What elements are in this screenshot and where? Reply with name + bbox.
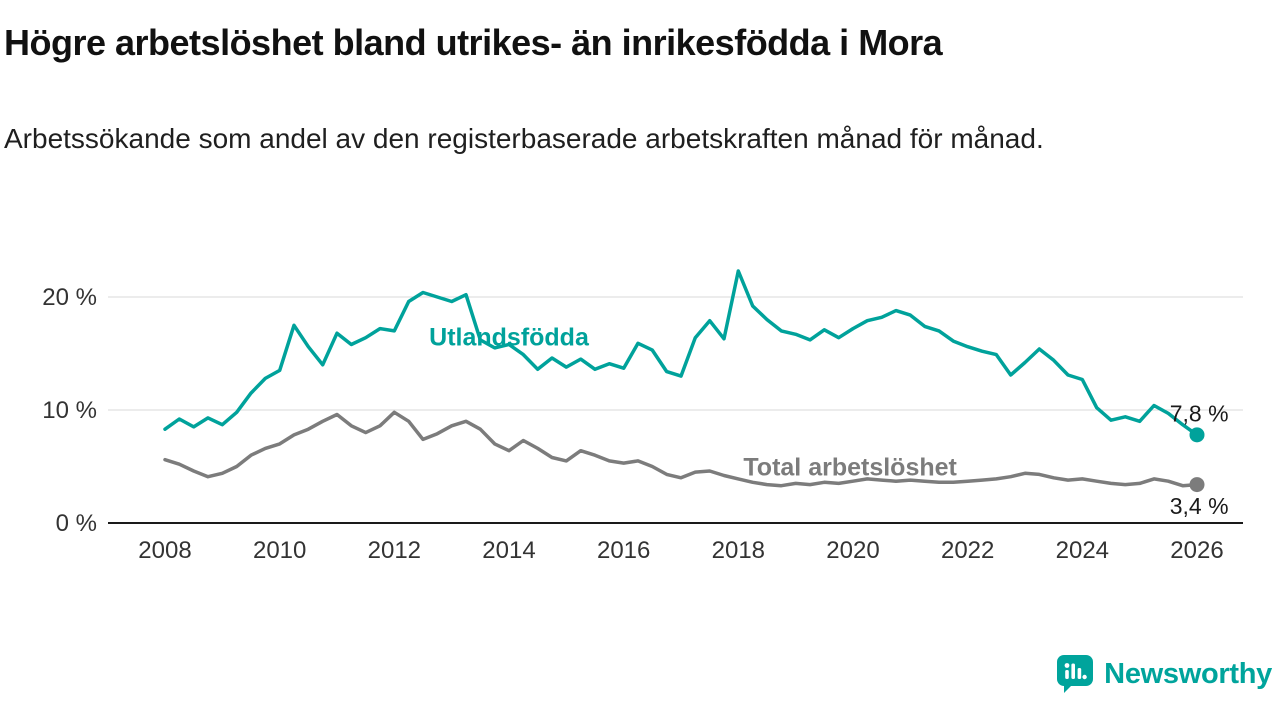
page-subtitle: Arbetssökande som andel av den registerb…	[4, 123, 1044, 154]
series-line-utlandsfodda	[163, 269, 1199, 437]
page-title: Högre arbetslöshet bland utrikes- än inr…	[4, 22, 943, 63]
series-end-dot-total	[1189, 477, 1205, 493]
logo-bar-1	[1065, 670, 1069, 679]
logo-bubble-tail	[1064, 684, 1074, 693]
newsworthy-logo-icon	[1057, 655, 1094, 693]
x-tick-label: 2022	[941, 537, 994, 564]
series-label-annotation-1: Total arbetslöshet	[743, 454, 957, 482]
newsworthy-logo-text: Newsworthy	[1104, 657, 1272, 690]
logo-bar-2	[1071, 663, 1076, 679]
x-tick-label: 2014	[482, 537, 535, 564]
logo-period-dot	[1082, 674, 1087, 680]
x-tick-label: 2008	[138, 537, 191, 564]
end-value-label-1: 3,4 %	[1170, 493, 1229, 519]
x-tick-label: 2016	[597, 537, 650, 564]
x-tick-label: 2018	[712, 537, 765, 564]
x-tick-label: 2026	[1170, 537, 1223, 564]
y-tick-label: 0 %	[56, 510, 97, 537]
y-tick-label: 20 %	[42, 284, 97, 311]
logo-dot	[1064, 663, 1070, 668]
logo-bar-3	[1077, 668, 1082, 679]
x-tick-label: 2020	[826, 537, 879, 564]
end-value-label-0: 7,8 %	[1170, 400, 1229, 426]
x-tick-label: 2010	[253, 537, 306, 564]
x-tick-label: 2024	[1056, 537, 1109, 564]
newsworthy-branding: Newsworthy	[1056, 654, 1272, 694]
y-tick-label: 10 %	[42, 397, 97, 424]
series-label-annotation-0: Utlandsfödda	[429, 324, 590, 352]
series-line-total	[163, 410, 1199, 488]
x-tick-label: 2012	[368, 537, 421, 564]
series-end-dot-utlandsfodda	[1189, 427, 1205, 443]
